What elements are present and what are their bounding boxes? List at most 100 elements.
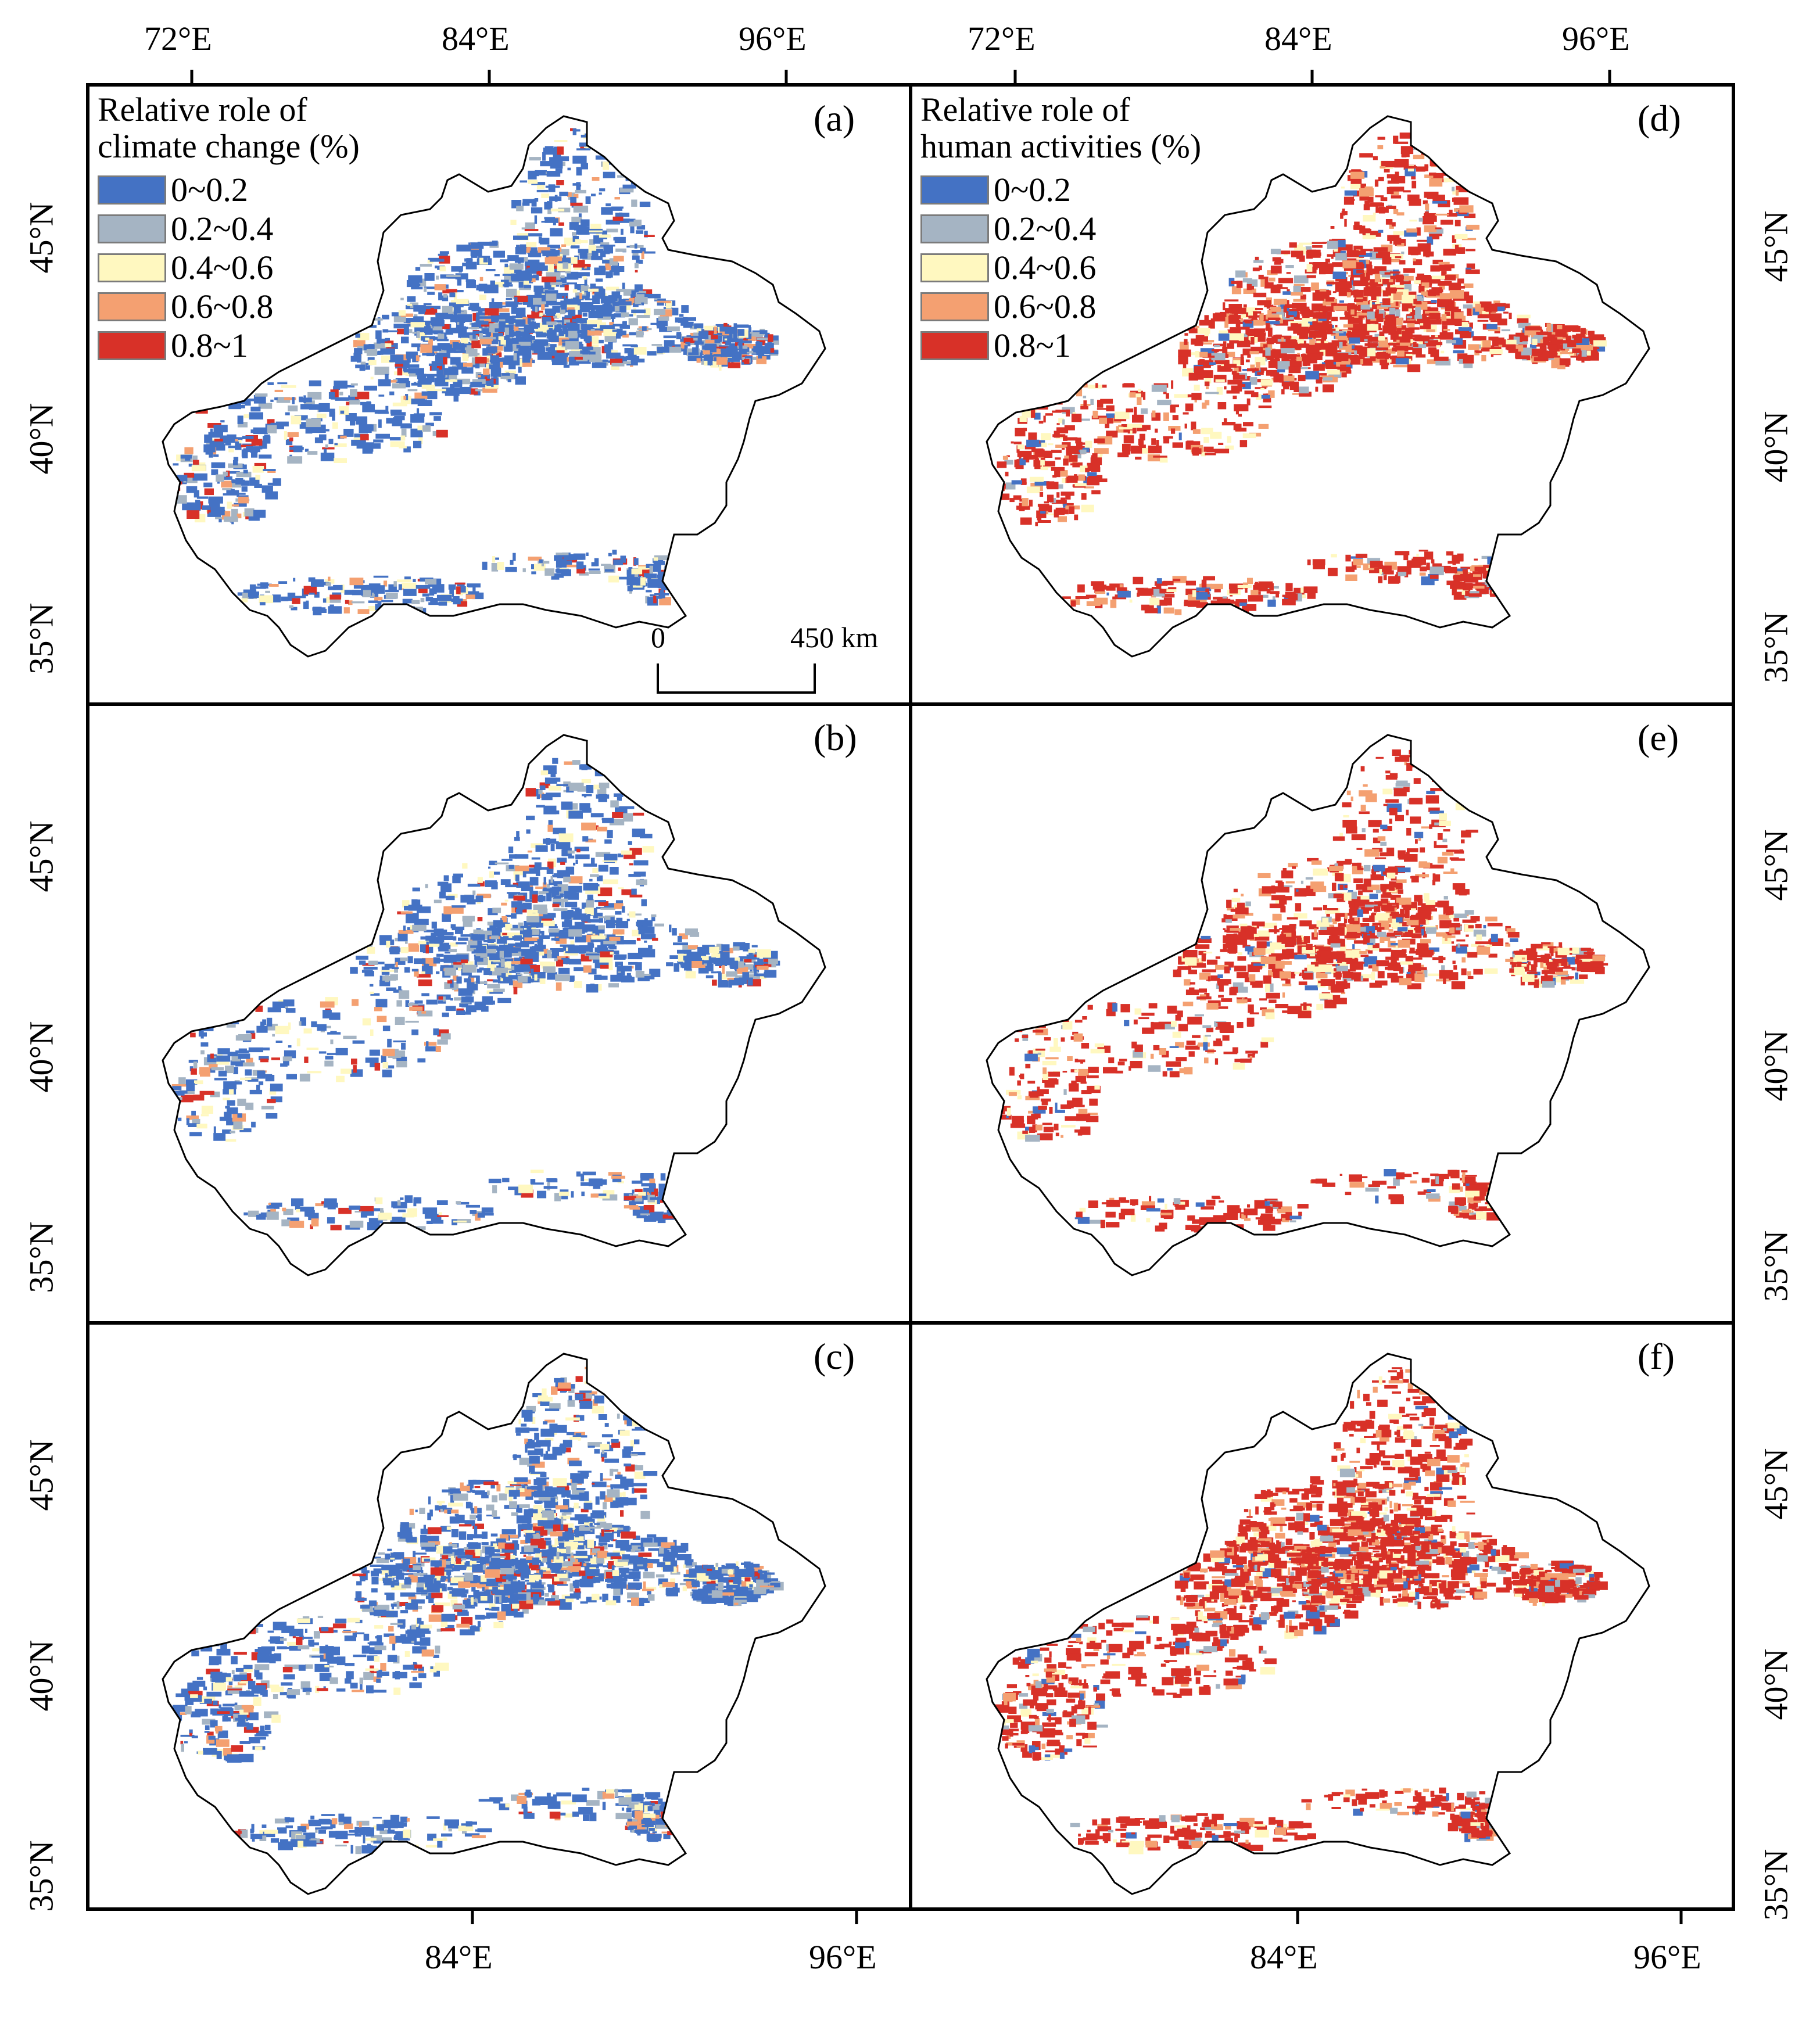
raster-cell (591, 858, 595, 866)
raster-cell (593, 760, 603, 762)
raster-cell (257, 1070, 266, 1079)
raster-cell (721, 349, 736, 357)
raster-cell (612, 929, 625, 935)
raster-cell (375, 330, 382, 339)
raster-cell (758, 348, 768, 353)
raster-cell (431, 921, 437, 929)
raster-cell (662, 1558, 667, 1565)
raster-cell (382, 975, 397, 981)
raster-cell (594, 267, 606, 275)
raster-cell (400, 957, 409, 962)
raster-cell (378, 379, 391, 386)
raster-cell (259, 454, 272, 459)
raster-cell (293, 578, 296, 582)
raster-cell (519, 1457, 532, 1465)
raster-cell (559, 1602, 572, 1610)
raster-cell (500, 361, 503, 368)
raster-cell (412, 358, 419, 363)
raster-cell (452, 876, 461, 884)
raster-cell (706, 1583, 722, 1587)
raster-cell (522, 199, 535, 203)
raster-cell (474, 956, 481, 960)
raster-cell (448, 584, 456, 590)
raster-cell (175, 495, 187, 504)
raster-cell (753, 949, 756, 956)
raster-cell (433, 899, 442, 903)
raster-cell (722, 342, 726, 344)
raster-cell (453, 1220, 467, 1223)
raster-cell (381, 1055, 386, 1063)
raster-cell (465, 1204, 480, 1208)
raster-cell (471, 252, 478, 258)
raster-cell (411, 1624, 417, 1631)
raster-cell (510, 559, 514, 565)
raster-cell (353, 1065, 357, 1073)
raster-cell (392, 402, 407, 407)
raster-cell (270, 399, 274, 402)
raster-cell (227, 434, 237, 439)
raster-cell (650, 594, 654, 597)
raster-cell (741, 1581, 747, 1588)
raster-cell (610, 800, 619, 808)
raster-cell (456, 1008, 464, 1012)
raster-cell (547, 245, 560, 249)
raster-cell (363, 344, 375, 350)
raster-cell (267, 425, 277, 433)
raster-cell (570, 1473, 582, 1480)
raster-cell (716, 971, 721, 974)
raster-cell (747, 325, 751, 328)
raster-cell (266, 1205, 277, 1209)
raster-cell (567, 1400, 575, 1407)
raster-cell (417, 974, 431, 978)
raster-cell (552, 903, 560, 908)
raster-cell (534, 215, 538, 224)
raster-cell (403, 446, 411, 453)
raster-cell (288, 405, 298, 412)
raster-cell (499, 1493, 507, 1501)
raster-cell (516, 1515, 532, 1524)
raster-cell (428, 1496, 431, 1505)
raster-cell (520, 278, 529, 286)
raster-cell (231, 504, 239, 507)
raster-cell (576, 561, 584, 569)
raster-cell (555, 294, 560, 298)
raster-cell (551, 357, 567, 365)
raster-cell (595, 1496, 600, 1505)
raster-cell (484, 317, 492, 324)
raster-cell (585, 925, 588, 932)
raster-cell (386, 380, 397, 383)
raster-cell (679, 314, 684, 317)
raster-cell (307, 1071, 322, 1074)
raster-cell (521, 1423, 527, 1427)
raster-cell (589, 878, 593, 882)
raster-cell (245, 514, 250, 519)
raster-cell (450, 1555, 454, 1564)
raster-cell (615, 962, 623, 967)
raster-cell (400, 1522, 409, 1529)
raster-cell (586, 133, 601, 138)
raster-cell (414, 1000, 423, 1004)
raster-cell (424, 1558, 431, 1562)
raster-cell (532, 894, 538, 903)
raster-cell (744, 1598, 758, 1602)
raster-cell (628, 952, 643, 960)
raster-cell (615, 1476, 626, 1479)
raster-cell (450, 357, 461, 365)
raster-cell (536, 1440, 551, 1447)
raster-cell (511, 1544, 520, 1550)
raster-cell (267, 482, 276, 486)
raster-cell (234, 503, 247, 507)
raster-cell (508, 975, 521, 980)
raster-cell (579, 1397, 592, 1403)
raster-cell (478, 374, 490, 381)
raster-cell (528, 885, 533, 888)
raster-cell (406, 1537, 417, 1543)
raster-cell (428, 257, 442, 260)
raster-cell (426, 941, 429, 945)
raster-cell (554, 148, 557, 152)
raster-cell (488, 866, 491, 869)
raster-cell (593, 784, 600, 790)
raster-cell (199, 1091, 214, 1095)
raster-cell (458, 937, 469, 941)
raster-cell (395, 1049, 399, 1051)
